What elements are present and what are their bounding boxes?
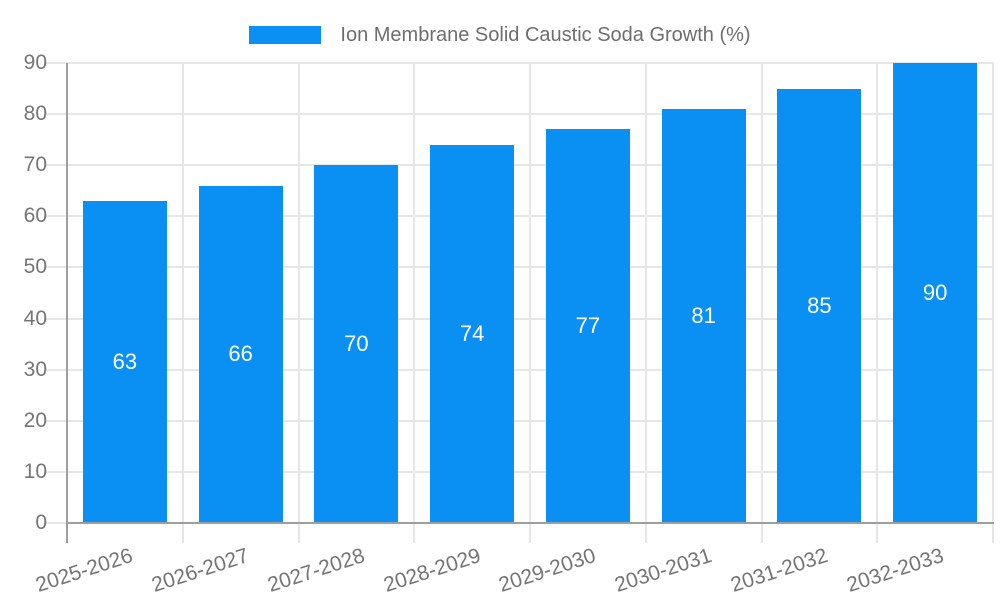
x-axis-line <box>66 522 994 524</box>
bar[interactable] <box>893 63 978 523</box>
gridline-vertical <box>181 63 184 543</box>
gridline-horizontal <box>46 62 994 64</box>
legend-label: Ion Membrane Solid Caustic Soda Growth (… <box>340 24 751 46</box>
y-axis-tick-label: 20 <box>23 408 47 432</box>
bar-value-label: 66 <box>228 341 253 367</box>
y-axis-tick-label: 30 <box>23 357 47 381</box>
x-axis-tick-label: 2025-2026 <box>33 544 136 597</box>
bar[interactable] <box>430 144 515 523</box>
gridline-horizontal <box>46 266 994 269</box>
y-axis-tick-label: 70 <box>23 153 47 177</box>
y-axis-tick-label: 50 <box>23 255 47 279</box>
gridline-vertical <box>876 63 879 543</box>
bar-value-label: 70 <box>344 331 369 357</box>
x-axis-tick-label: 2026-2027 <box>149 544 252 597</box>
bar-value-label: 77 <box>575 313 601 339</box>
gridline-horizontal <box>46 113 994 116</box>
x-axis-tick-label: 2031-2032 <box>727 544 831 597</box>
bar-value-label: 74 <box>459 320 485 346</box>
legend-item[interactable]: Ion Membrane Solid Caustic Soda Growth (… <box>0 24 1000 46</box>
bar[interactable] <box>545 129 630 523</box>
y-axis-tick-label: 90 <box>23 51 47 74</box>
gridline-vertical <box>644 63 647 543</box>
y-axis-line <box>66 63 68 543</box>
y-axis-tick-label: 80 <box>23 102 47 126</box>
bar-value-label: 63 <box>112 349 138 374</box>
gridline-vertical <box>413 63 416 543</box>
y-axis-tick-label: 60 <box>23 204 47 228</box>
bar[interactable] <box>777 88 862 523</box>
gridline-vertical <box>992 63 994 543</box>
gridline-horizontal <box>46 368 994 371</box>
bar[interactable] <box>661 109 746 523</box>
gridline-horizontal <box>46 317 994 320</box>
gridline-horizontal <box>46 215 994 218</box>
bar-value-label: 85 <box>807 292 832 318</box>
gridline-vertical <box>760 63 763 543</box>
x-axis-tick-label: 2030-2031 <box>612 544 715 597</box>
bar-value-label: 90 <box>922 280 948 305</box>
bar[interactable] <box>82 201 167 523</box>
gridline-horizontal <box>46 470 994 473</box>
bar[interactable] <box>198 185 283 523</box>
gridline-horizontal <box>46 164 994 167</box>
y-axis-tick-label: 10 <box>23 459 47 483</box>
x-axis-tick-label: 2028-2029 <box>380 544 484 597</box>
gridline-horizontal <box>46 419 994 422</box>
x-axis-tick-label: 2027-2028 <box>264 544 368 597</box>
legend-swatch <box>249 26 322 44</box>
gridline-vertical <box>297 63 300 543</box>
bar[interactable] <box>314 165 399 523</box>
x-axis-tick-label: 2029-2030 <box>496 544 599 597</box>
x-axis-tick-label: 2032-2033 <box>843 544 947 597</box>
y-axis-tick-label: 40 <box>23 306 47 330</box>
bar-value-label: 81 <box>691 303 716 328</box>
y-axis-tick-label: 0 <box>35 511 47 534</box>
gridline-vertical <box>529 63 531 543</box>
